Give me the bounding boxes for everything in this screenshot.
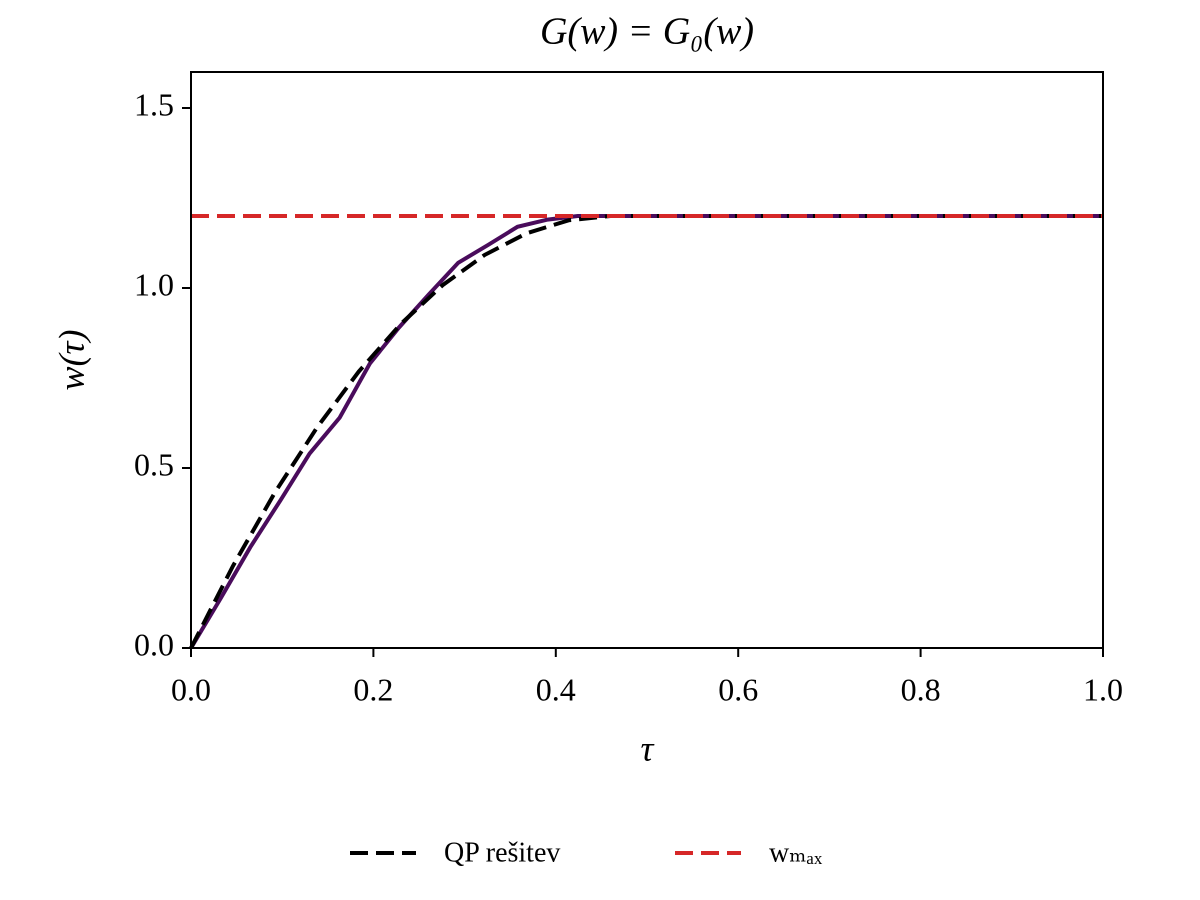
x-tick-label: 0.6	[718, 671, 758, 707]
legend-label: QP rešitev	[444, 837, 560, 868]
y-tick-label: 0.0	[134, 626, 174, 662]
x-tick-label: 0.4	[536, 671, 576, 707]
x-axis-label: τ	[641, 728, 655, 768]
legend-label: wₘₐₓ	[769, 837, 823, 868]
x-tick-label: 0.0	[171, 671, 211, 707]
y-tick-label: 0.5	[134, 446, 174, 482]
x-tick-label: 0.8	[901, 671, 941, 707]
series-line	[189, 214, 1103, 649]
y-axis-label: w(τ)	[51, 330, 91, 391]
x-tick-label: 0.2	[353, 671, 393, 707]
chart-title: G(w) = G₀(w)	[540, 11, 754, 53]
series-line	[189, 214, 1103, 650]
y-tick-label: 1.5	[134, 86, 174, 122]
y-tick-label: 1.0	[134, 266, 174, 302]
x-tick-label: 1.0	[1083, 671, 1123, 707]
plot-frame	[190, 71, 1104, 649]
